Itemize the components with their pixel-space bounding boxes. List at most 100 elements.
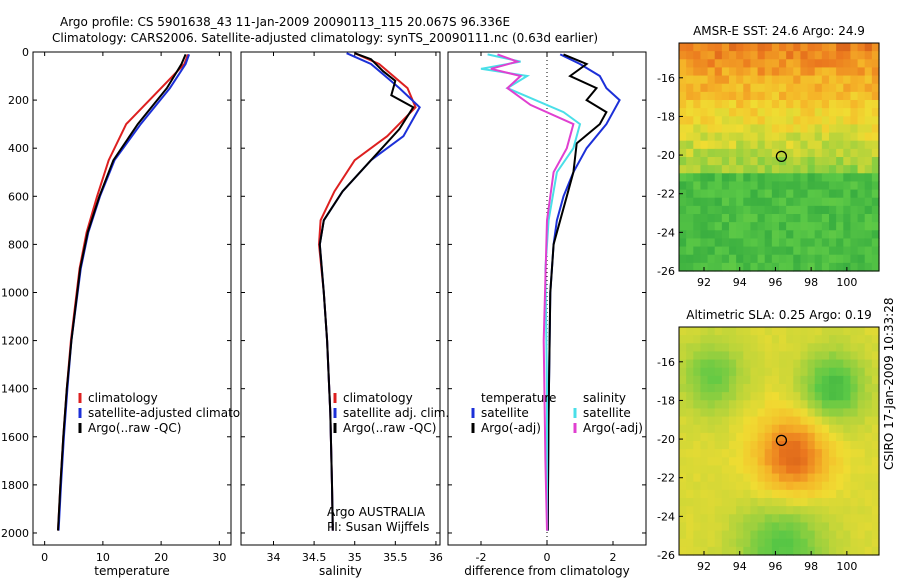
heatmap-cell bbox=[779, 222, 787, 231]
heatmap-cell bbox=[729, 375, 737, 385]
heatmap-cell bbox=[693, 343, 702, 353]
heatmap-cell bbox=[786, 100, 794, 109]
heatmap-cell bbox=[800, 473, 809, 483]
heatmap-cell bbox=[714, 457, 723, 467]
heatmap-cell bbox=[721, 51, 730, 60]
heatmap-cell bbox=[843, 465, 852, 475]
heatmap-cell bbox=[686, 165, 694, 174]
heatmap-cell bbox=[821, 416, 830, 426]
heatmap-cell bbox=[857, 441, 866, 450]
heatmap-cell bbox=[771, 205, 780, 215]
heatmap-cell bbox=[836, 116, 844, 126]
heatmap-cell bbox=[679, 489, 687, 499]
heatmap-cell bbox=[700, 254, 709, 264]
heatmap-cell bbox=[850, 481, 859, 491]
heatmap-cell bbox=[857, 514, 866, 524]
heatmap-cell bbox=[721, 416, 730, 426]
heatmap-cell bbox=[857, 100, 866, 109]
heatmap-cell bbox=[764, 222, 773, 231]
heatmap-cell bbox=[843, 392, 852, 401]
heatmap-cell bbox=[707, 384, 716, 393]
heatmap-cell bbox=[693, 408, 702, 418]
heatmap-cell bbox=[857, 400, 866, 410]
heatmap-cell bbox=[700, 449, 709, 458]
heatmap-cell bbox=[871, 375, 880, 385]
heatmap-cell bbox=[757, 343, 766, 353]
heatmap-cell bbox=[764, 384, 773, 393]
heatmap-cell bbox=[736, 140, 744, 150]
heatmap-cell bbox=[786, 481, 794, 491]
heatmap-cell bbox=[814, 351, 823, 361]
heatmap-cell bbox=[786, 384, 794, 393]
heatmap-cell bbox=[743, 238, 752, 248]
heatmap-cell bbox=[693, 530, 702, 540]
heatmap-cell bbox=[786, 173, 794, 183]
heatmap-cell bbox=[743, 197, 752, 207]
heatmap-cell bbox=[693, 481, 702, 491]
heatmap-cell bbox=[871, 473, 880, 483]
map-title: AMSR-E SST: 24.6 Argo: 24.9 bbox=[693, 24, 865, 38]
heatmap-cell bbox=[736, 522, 744, 532]
heatmap-cell bbox=[779, 400, 787, 410]
heatmap-cell bbox=[779, 384, 787, 393]
heatmap-cell bbox=[864, 108, 873, 117]
heatmap-cell bbox=[871, 327, 880, 336]
heatmap-cell bbox=[750, 59, 759, 69]
heatmap-cell bbox=[729, 465, 737, 475]
heatmap-cell bbox=[771, 59, 780, 69]
heatmap-cell bbox=[721, 246, 730, 256]
heatmap-cell bbox=[693, 392, 702, 401]
heatmap-cell bbox=[850, 214, 859, 223]
y-tick-label: -22 bbox=[657, 188, 675, 201]
heatmap-cell bbox=[686, 197, 694, 207]
heatmap-cell bbox=[836, 343, 844, 353]
heatmap-cell bbox=[843, 489, 852, 499]
heatmap-cell bbox=[871, 108, 880, 117]
heatmap-cell bbox=[764, 238, 773, 248]
legend-entry: satellite-adjusted climatology bbox=[88, 406, 266, 420]
heatmap-cell bbox=[729, 392, 737, 401]
heatmap-cell bbox=[686, 173, 694, 183]
heatmap-cell bbox=[693, 351, 702, 361]
heatmap-cell bbox=[864, 514, 873, 524]
heatmap-cell bbox=[721, 43, 730, 52]
heatmap-cell bbox=[843, 157, 852, 166]
heatmap-cell bbox=[686, 384, 694, 393]
heatmap-cell bbox=[729, 91, 737, 101]
heatmap-cell bbox=[786, 546, 794, 556]
heatmap-cell bbox=[750, 197, 759, 207]
heatmap-cell bbox=[743, 335, 752, 344]
heatmap-cell bbox=[871, 457, 880, 467]
heatmap-cell bbox=[707, 181, 716, 191]
heatmap-cell bbox=[771, 351, 780, 361]
heatmap-cell bbox=[836, 335, 844, 344]
y-tick-label: -18 bbox=[657, 110, 675, 123]
heatmap-cell bbox=[829, 140, 837, 150]
heatmap-cell bbox=[807, 67, 816, 77]
heatmap-cell bbox=[764, 75, 773, 85]
heatmap-cell bbox=[757, 173, 766, 183]
heatmap-cell bbox=[836, 367, 844, 377]
heatmap-cell bbox=[807, 157, 816, 166]
heatmap-cell bbox=[743, 327, 752, 336]
heatmap-cell bbox=[814, 205, 823, 215]
heatmap-cell bbox=[707, 408, 716, 418]
heatmap-cell bbox=[807, 473, 816, 483]
heatmap-cell bbox=[743, 124, 752, 134]
heatmap-cell bbox=[829, 449, 837, 458]
heatmap-cell bbox=[764, 457, 773, 467]
heatmap-cell bbox=[800, 189, 809, 199]
heatmap-cell bbox=[729, 197, 737, 207]
heatmap-cell bbox=[686, 59, 694, 69]
heatmap-cell bbox=[707, 424, 716, 434]
heatmap-cell bbox=[679, 327, 687, 336]
heatmap-cell bbox=[750, 43, 759, 52]
heatmap-cell bbox=[679, 124, 687, 134]
heatmap-cell bbox=[686, 157, 694, 166]
heatmap-cell bbox=[836, 400, 844, 410]
heatmap-cell bbox=[764, 262, 773, 272]
heatmap-cell bbox=[693, 506, 702, 515]
heatmap-cell bbox=[779, 392, 787, 401]
heatmap-cell bbox=[750, 538, 759, 548]
heatmap-cell bbox=[864, 498, 873, 507]
